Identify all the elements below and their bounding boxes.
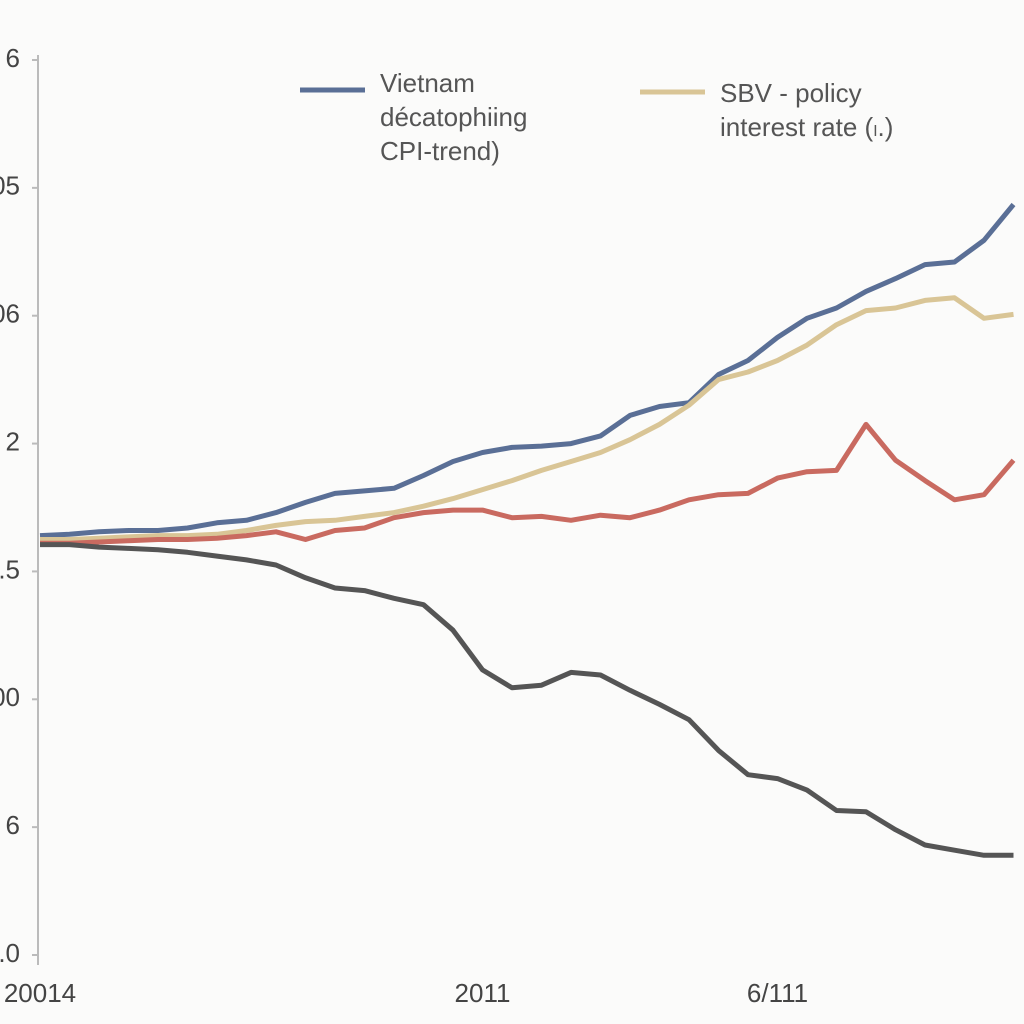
legend-label: SBV - policy interest rate (ₗ.) (720, 78, 894, 142)
legend-label: Vietnam décatophiing CPI-trend) (380, 68, 528, 166)
x-tick-label: 6/111 (747, 978, 808, 1008)
y-tick-label: 6 (6, 810, 20, 840)
series-line (39, 202, 1016, 539)
y-tick-label: .5 (0, 554, 20, 584)
series-line (40, 542, 1014, 858)
y-tick-label: 2 (6, 426, 20, 456)
x-tick-label: 20014 (4, 978, 76, 1008)
y-tick-label: 6 (6, 43, 20, 73)
y-tick-label: .0 (0, 938, 20, 968)
y-tick-label: 06 (0, 299, 20, 329)
x-tick-label: 2011 (455, 978, 511, 1008)
series-line (40, 295, 1014, 542)
series-line (40, 421, 1016, 546)
y-tick-label: 05 (0, 171, 20, 201)
y-tick-label: 00 (0, 682, 20, 712)
